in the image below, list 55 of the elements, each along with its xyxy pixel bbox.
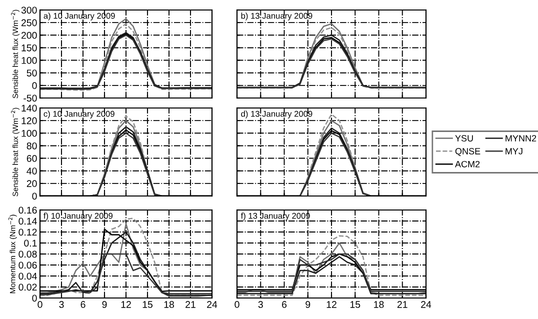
y-tick-label: 0 (32, 82, 37, 90)
x-tick-label: 9 (306, 301, 310, 308)
y-tick-label: 0.02 (18, 284, 37, 291)
chart-title: d) 13 January 2009 (241, 110, 312, 118)
y-tick-label: 0 (32, 294, 37, 302)
chart-title: c) 10 January 2009 (44, 110, 114, 118)
y-tick-label: 0.08 (18, 250, 37, 258)
x-tick-label: 9 (102, 301, 107, 308)
y-tick-label: 0 (32, 192, 37, 200)
y-tick-label: 0.12 (18, 228, 37, 236)
x-tick-label: 12 (326, 301, 336, 308)
y-tick-label: 200 (21, 32, 37, 39)
y-tick-label: 50 (26, 70, 37, 76)
x-tick-label: 6 (282, 301, 287, 308)
y-tick-label: 250 (21, 19, 37, 26)
y-tick-label: 100 (22, 130, 37, 137)
x-tick-label: 18 (164, 301, 174, 308)
x-tick-label: 3 (59, 301, 64, 308)
line-series (40, 253, 212, 296)
x-tick-label: 15 (350, 301, 360, 308)
y-tick-label: 60 (26, 155, 37, 162)
y-tick-label: 300 (21, 6, 37, 14)
y-tick-label: 140 (22, 104, 37, 112)
y-tick-label: 0.1 (24, 240, 37, 247)
y-tick-label: 0.16 (18, 206, 37, 214)
x-tick-label: 21 (397, 301, 408, 308)
x-tick-label: 3 (258, 301, 263, 308)
y-tick-label: 20 (26, 180, 37, 188)
x-tick-label: 0 (234, 301, 240, 308)
legend-label: ACM2 (454, 160, 480, 168)
chart-title: a) 10 January 2009 (44, 12, 115, 20)
x-tick-label: 12 (121, 301, 131, 308)
y-tick-label: 0.04 (18, 272, 37, 280)
x-tick-label: 15 (142, 301, 152, 308)
legend-label: QNSE (455, 148, 480, 156)
chart-title: f) 10 January 2009 (44, 212, 113, 220)
y-tick-label: 100 (22, 57, 37, 64)
legend-label: MYJ (506, 148, 522, 154)
y-tick-label: 150 (22, 44, 37, 52)
legend-label: MYNN2 (506, 135, 536, 142)
chart-title: b) 13 January 2009 (241, 12, 312, 20)
x-tick-label: 21 (186, 301, 196, 308)
y-tick-label: -50 (24, 94, 37, 102)
x-tick-label: 18 (374, 301, 384, 308)
y-tick-label: 80 (26, 142, 37, 150)
y-tick-label: 40 (26, 168, 37, 174)
y-tick-label: 0.06 (18, 262, 37, 269)
chart-title: f) 13 January 2009 (240, 212, 310, 220)
x-tick-label: 6 (80, 301, 86, 308)
y-tick-label: 120 (22, 117, 37, 124)
x-tick-label: 24 (207, 301, 218, 308)
y-tick-label: 0.14 (18, 218, 37, 225)
legend-label: YSU (455, 135, 473, 142)
x-tick-label: 0 (38, 301, 42, 308)
x-tick-label: 24 (421, 301, 432, 308)
